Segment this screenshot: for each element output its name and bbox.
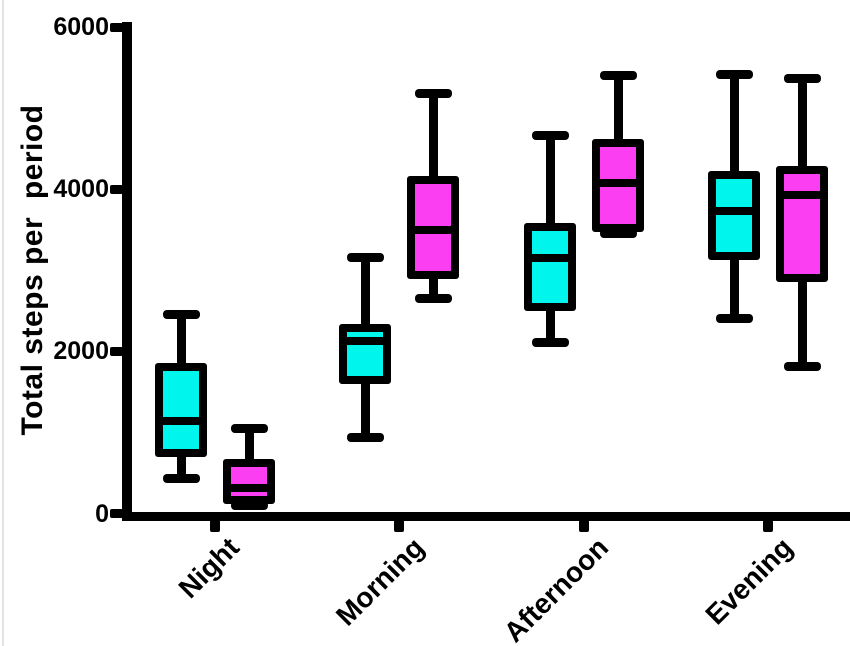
median-line — [776, 190, 828, 199]
box-body — [339, 323, 391, 384]
y-tick — [110, 509, 123, 518]
median-line — [223, 484, 275, 493]
y-tick — [110, 346, 123, 356]
whisker-cap-top — [230, 423, 268, 433]
x-tick — [210, 520, 220, 532]
y-tick — [110, 184, 123, 194]
whisker-cap-top — [531, 131, 569, 141]
median-line — [407, 225, 459, 234]
y-tick-label: 0 — [95, 499, 109, 528]
median-line — [524, 254, 576, 263]
whisker-cap-bottom — [783, 362, 821, 372]
y-tick-label: 4000 — [53, 175, 109, 204]
whisker-cap-top — [162, 309, 200, 319]
y-axis — [122, 22, 132, 521]
x-tick-label: Morning — [329, 531, 430, 632]
whisker-cap-bottom — [599, 229, 637, 239]
whisker-cap-bottom — [414, 294, 452, 304]
whisker-cap-bottom — [531, 337, 569, 347]
x-tick — [763, 520, 773, 532]
box-body — [776, 165, 828, 283]
whisker-cap-bottom — [230, 500, 268, 510]
whisker-cap-top — [346, 252, 384, 262]
x-axis — [122, 512, 850, 521]
x-tick — [394, 520, 404, 532]
whisker-cap-top — [599, 71, 637, 81]
box-body — [708, 170, 760, 260]
box-body — [155, 362, 207, 458]
median-line — [708, 207, 760, 216]
median-line — [155, 417, 207, 426]
whisker-cap-top — [783, 73, 821, 83]
whisker-cap-top — [715, 70, 753, 80]
y-tick — [110, 22, 123, 32]
median-line — [592, 178, 644, 187]
box-body — [524, 223, 576, 311]
x-tick-label: Night — [173, 531, 246, 605]
whisker-cap-bottom — [162, 474, 200, 484]
whisker-cap-bottom — [715, 314, 753, 324]
whisker-cap-top — [414, 88, 452, 98]
median-line — [339, 336, 391, 345]
box-body — [223, 459, 275, 504]
x-tick-label: Afternoon — [497, 531, 615, 646]
whisker-cap-bottom — [346, 432, 384, 442]
y-tick-label: 2000 — [53, 337, 109, 366]
x-tick — [579, 520, 589, 532]
y-tick-label: 6000 — [53, 13, 109, 41]
image-edge-artifact — [2, 0, 4, 646]
x-tick-label: Evening — [699, 531, 799, 631]
